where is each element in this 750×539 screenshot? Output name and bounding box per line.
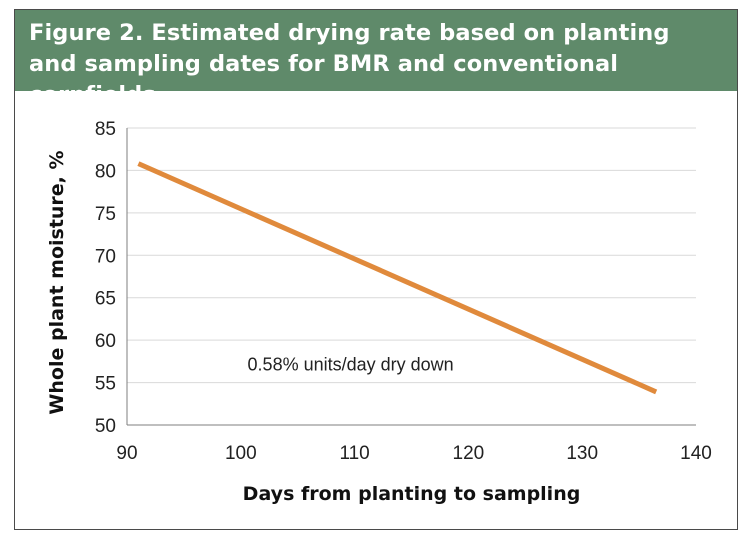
x-tick-label-140: 140 (680, 443, 712, 464)
series-line-0 (137, 161, 658, 395)
y-tick-label-50: 50 (95, 416, 116, 437)
x-axis-title: Days from planting to sampling (243, 483, 581, 505)
axes (126, 128, 696, 426)
gridlines (127, 127, 696, 384)
figure-header: Figure 2. Estimated drying rate based on… (15, 10, 737, 108)
annotation-dry-down: 0.58% units/day dry down (248, 354, 454, 374)
series-group (137, 161, 658, 395)
x-tick-labels: 90 100 110 120 130 140 (116, 443, 711, 464)
x-tick-label-90: 90 (116, 443, 137, 464)
y-tick-label-80: 80 (95, 161, 116, 182)
x-tick-label-120: 120 (453, 443, 485, 464)
x-tick-label-110: 110 (339, 443, 369, 464)
y-tick-label-55: 55 (95, 374, 116, 395)
y-tick-label-85: 85 (95, 119, 116, 140)
figure-frame: Figure 2. Estimated drying rate based on… (14, 9, 738, 530)
figure-title: Figure 2. Estimated drying rate based on… (29, 20, 670, 108)
x-tick-label-130: 130 (566, 443, 598, 464)
y-tick-labels: 50 55 60 65 70 75 80 85 (95, 119, 116, 437)
y-tick-label-60: 60 (95, 331, 116, 352)
y-tick-label-70: 70 (95, 246, 116, 267)
x-tick-label-100: 100 (225, 443, 257, 464)
y-axis-title: Whole plant moisture, % (46, 150, 68, 414)
y-tick-label-65: 65 (95, 289, 116, 310)
y-tick-label-75: 75 (95, 204, 116, 225)
